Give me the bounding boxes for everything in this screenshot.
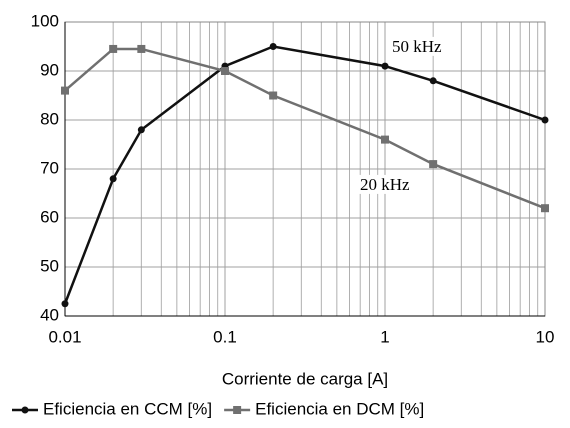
y-tick-label: 100 bbox=[31, 11, 59, 30]
annotation: 50 kHz bbox=[392, 37, 442, 56]
marker bbox=[429, 160, 438, 169]
series-line bbox=[63, 45, 546, 305]
annotation: 20 kHz bbox=[360, 175, 410, 194]
legend-label: Eficiencia en CCM [%] bbox=[43, 399, 212, 418]
marker bbox=[381, 135, 389, 144]
legend-marker bbox=[233, 406, 242, 414]
y-tick-label: 80 bbox=[40, 109, 59, 128]
y-tick-label: 90 bbox=[40, 60, 59, 79]
annotation-bg bbox=[390, 36, 445, 56]
marker bbox=[381, 62, 389, 70]
legend-item: Eficiencia en DCM [%] bbox=[224, 399, 424, 418]
marker bbox=[137, 126, 145, 134]
marker bbox=[61, 300, 69, 308]
x-tick-label: 0.1 bbox=[213, 327, 237, 346]
marker bbox=[137, 44, 146, 53]
annotation-bg bbox=[358, 174, 413, 194]
y-tick-label: 50 bbox=[40, 256, 59, 275]
x-tick-label: 1 bbox=[380, 327, 389, 346]
x-axis-label: Corriente de carga [A] bbox=[222, 369, 388, 388]
legend-label: Eficiencia en DCM [%] bbox=[255, 399, 424, 418]
marker bbox=[429, 77, 437, 85]
marker bbox=[61, 86, 69, 95]
x-tick-label: 10 bbox=[536, 327, 555, 346]
marker bbox=[109, 175, 117, 183]
y-tick-label: 40 bbox=[40, 305, 59, 324]
marker bbox=[109, 44, 118, 53]
marker bbox=[541, 116, 549, 124]
y-tick-label: 70 bbox=[40, 158, 59, 177]
x-tick-label: 0.01 bbox=[48, 327, 81, 346]
y-tick-label: 60 bbox=[40, 207, 59, 226]
marker bbox=[221, 67, 229, 75]
legend-marker bbox=[21, 406, 29, 414]
series-line bbox=[64, 47, 546, 210]
marker bbox=[541, 204, 549, 213]
marker bbox=[269, 43, 277, 50]
legend-item: Eficiencia en CCM [%] bbox=[12, 399, 212, 418]
marker bbox=[269, 91, 278, 100]
